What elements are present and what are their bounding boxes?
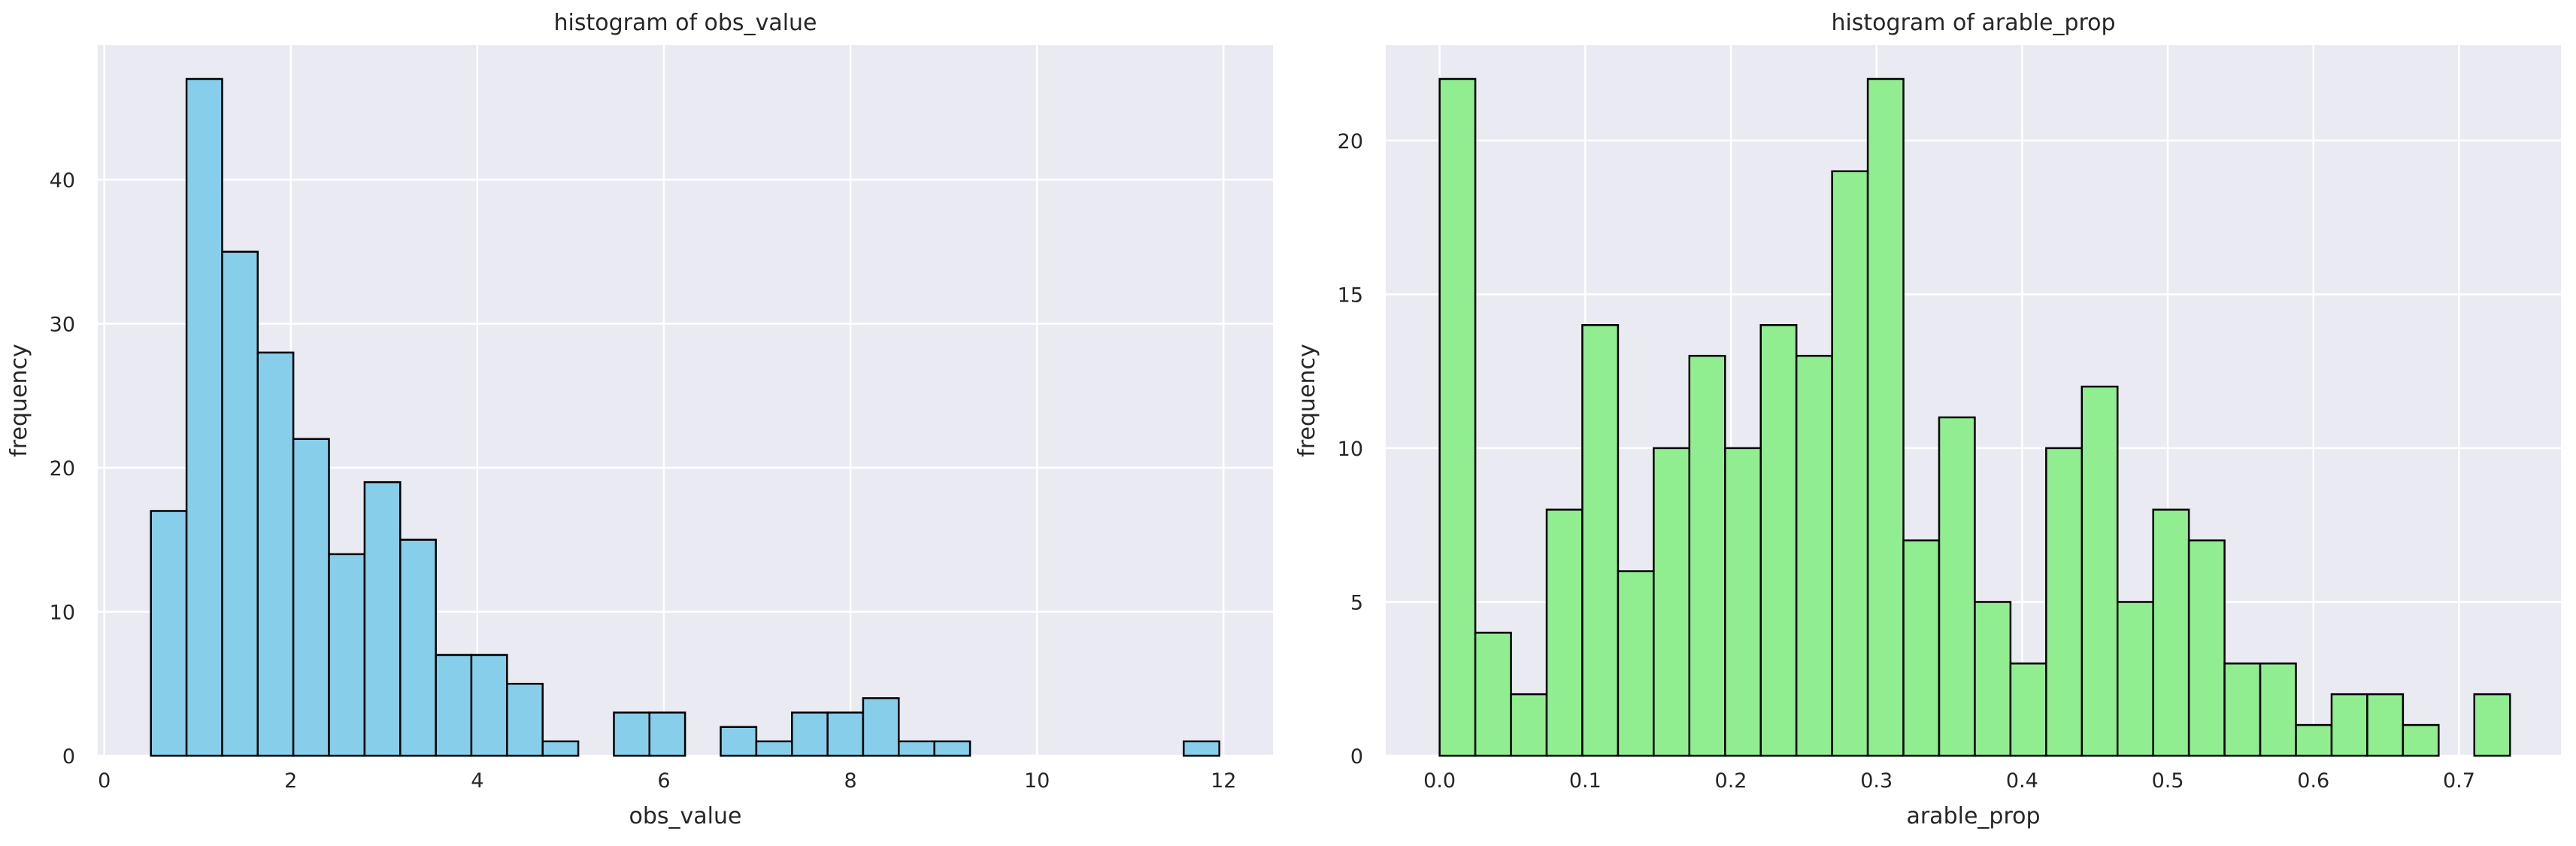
histogram-bar — [2187, 539, 2226, 757]
histogram-bar — [150, 510, 188, 757]
histogram-bar — [1724, 447, 1762, 757]
x-tick-label: 0.1 — [1569, 769, 1602, 793]
histogram-bar — [862, 697, 900, 757]
histogram-bar — [470, 653, 508, 757]
x-tick-label: 0.6 — [2297, 769, 2329, 793]
histogram-bar — [613, 711, 650, 757]
histogram-bar — [185, 77, 223, 757]
histogram-bar — [1938, 416, 1976, 757]
histogram-bar — [363, 481, 402, 757]
histogram-bar — [2402, 723, 2440, 757]
histogram-bar — [2366, 693, 2405, 757]
x-tick-label: 6 — [657, 769, 670, 793]
x-tick-label: 0.4 — [2006, 769, 2038, 793]
histogram-bar — [2152, 508, 2190, 757]
histogram-bar — [221, 250, 259, 757]
y-tick-label: 5 — [1350, 591, 1363, 614]
x-tick-labels: 0 2 4 6 8 10 12 — [98, 769, 1236, 793]
histogram-bar — [755, 740, 793, 757]
histogram-bar — [826, 711, 865, 757]
histogram-bar — [791, 711, 829, 757]
y-tick-label: 40 — [50, 169, 75, 193]
histogram-bar — [2116, 601, 2154, 757]
chart-title: histogram of obs_value — [553, 10, 817, 36]
histogram-bar — [648, 711, 686, 757]
histogram-bar — [1759, 324, 1798, 757]
histogram-bar — [2259, 663, 2297, 757]
histogram-bar — [1545, 508, 1583, 757]
histogram-bar — [720, 726, 758, 757]
histogram-bar — [292, 438, 330, 757]
y-tick-label: 20 — [50, 457, 75, 481]
y-tick-label: 30 — [50, 314, 75, 337]
x-tick-label: 8 — [844, 769, 856, 793]
x-tick-label: 10 — [1024, 769, 1050, 793]
y-tick-labels: 0 5 10 15 20 — [1338, 130, 1363, 769]
histogram-bar — [328, 553, 366, 757]
histogram-bar — [1653, 447, 1691, 757]
histogram-bar — [1831, 170, 1869, 757]
x-tick-label: 0.5 — [2152, 769, 2184, 793]
y-tick-label: 0 — [62, 745, 75, 769]
y-tick-label: 10 — [50, 602, 75, 625]
histogram-bar — [1795, 354, 1833, 757]
x-tick-label: 12 — [1211, 769, 1236, 793]
histogram-bar — [256, 351, 295, 757]
y-axis-label: frequency — [6, 344, 32, 456]
histogram-bar — [2330, 693, 2368, 757]
histogram-bar — [541, 740, 580, 757]
x-tick-label: 0.7 — [2443, 769, 2475, 793]
x-axis-label: arable_prop — [1906, 803, 2040, 829]
histogram-bar — [1688, 354, 1726, 757]
y-tick-label: 20 — [1338, 130, 1363, 153]
histogram-bar — [1866, 77, 1905, 757]
histogram-bar — [1474, 632, 1512, 757]
histogram-bar — [1902, 539, 1941, 757]
x-tick-label: 0.3 — [1860, 769, 1893, 793]
bars — [1438, 77, 2511, 757]
histogram-bar — [1974, 601, 2012, 757]
histogram-bar — [2080, 385, 2119, 757]
x-axis-label: obs_value — [629, 803, 742, 829]
x-tick-label: 0.0 — [1423, 769, 1456, 793]
x-tick-label: 4 — [471, 769, 483, 793]
chart-title: histogram of arable_prop — [1831, 10, 2115, 36]
histogram-bar — [399, 538, 437, 757]
histogram-bar — [2473, 693, 2511, 757]
bars — [150, 77, 1220, 757]
y-tick-labels: 0 10 20 30 40 — [50, 169, 75, 769]
x-tick-label: 2 — [284, 769, 297, 793]
histogram-bar — [2009, 663, 2047, 757]
histogram-bar — [1510, 693, 1548, 757]
histogram-bar — [2295, 723, 2333, 757]
y-tick-label: 10 — [1338, 438, 1363, 461]
histogram-bar — [2045, 447, 2084, 757]
histogram-bar — [1581, 324, 1620, 757]
x-tick-labels: 0.0 0.1 0.2 0.3 0.4 0.5 0.6 0.7 — [1423, 769, 2475, 793]
chart-arable-prop: 0.0 0.1 0.2 0.3 0.4 0.5 0.6 0.7 0 5 10 15 20 histogra… — [1294, 10, 2561, 829]
y-tick-label: 15 — [1338, 284, 1363, 307]
x-tick-label: 0 — [98, 769, 111, 793]
histogram-bar — [506, 683, 544, 757]
y-axis-label: frequency — [1294, 344, 1320, 456]
histogram-bar — [2223, 663, 2262, 757]
y-tick-label: 0 — [1350, 745, 1363, 769]
x-tick-label: 0.2 — [1715, 769, 1747, 793]
histogram-bar — [1617, 570, 1655, 757]
histogram-bar — [933, 740, 971, 757]
histogram-bar — [435, 653, 473, 757]
histogram-bar — [898, 740, 935, 757]
histogram-bar — [1183, 740, 1220, 757]
histogram-bar — [1438, 77, 1477, 757]
chart-obs-value: 0 2 4 6 8 10 12 0 10 20 30 40 histogram of obs_value… — [6, 10, 1273, 829]
